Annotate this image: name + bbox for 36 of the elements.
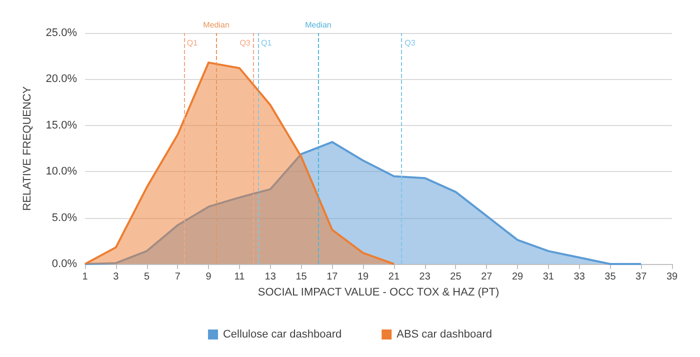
x-tick-label: 7 [174, 272, 181, 282]
x-tick-label: 37 [636, 272, 648, 282]
y-tick-label: 10.0% [46, 166, 78, 178]
x-tick-label: 1 [82, 272, 88, 282]
legend-label: ABS car dashboard [396, 328, 492, 340]
y-tick-label: 20.0% [46, 73, 78, 86]
x-tick-label: 33 [574, 272, 586, 282]
y-tick-label: 5.0% [52, 212, 78, 224]
x-tick-label: 3 [113, 272, 120, 282]
x-tick-label: 35 [604, 272, 616, 282]
legend-label: Cellulose car dashboard [222, 328, 342, 340]
x-tick-label: 23 [419, 272, 431, 282]
y-tick-label: 15.0% [46, 119, 78, 132]
x-tick-label: 11 [234, 272, 246, 282]
x-tick-label: 5 [144, 272, 150, 282]
x-tick-label: 29 [512, 272, 524, 282]
ref-line-label: Q3 [404, 38, 416, 48]
x-tick-label: 21 [388, 272, 400, 282]
ref-line-label: Median [203, 20, 230, 30]
x-axis-title: SOCIAL IMPACT VALUE - OCC TOX & HAZ (PT) [258, 286, 500, 298]
y-tick-label: 25.0% [46, 27, 78, 39]
x-tick-label: 9 [206, 272, 212, 282]
x-tick-label: 31 [542, 272, 554, 282]
x-tick-label: 27 [481, 272, 493, 282]
x-tick-label: 19 [357, 272, 370, 282]
x-tick-label: 13 [264, 272, 276, 282]
ref-line-label: Q1 [186, 38, 198, 48]
ref-line-label: Q1 [261, 38, 272, 48]
ref-line-label: Median [305, 20, 332, 30]
x-tick-label: 15 [296, 272, 308, 282]
y-axis-title: RELATIVE FREQUENCY [22, 86, 34, 211]
ref-line-label: Q3 [240, 38, 251, 48]
y-tick-label: 0.0% [52, 258, 78, 270]
x-tick-label: 39 [666, 272, 678, 282]
x-tick-label: 25 [450, 272, 462, 282]
x-tick-label: 17 [326, 272, 338, 282]
